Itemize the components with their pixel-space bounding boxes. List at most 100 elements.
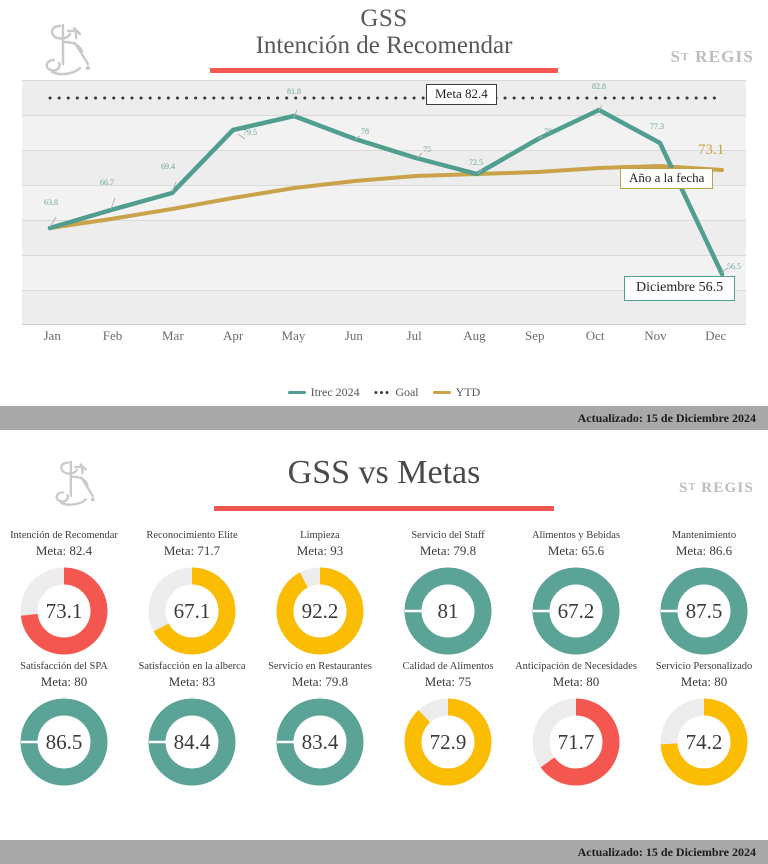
data-label-oct: 82.8: [592, 82, 606, 91]
legend-label-itrec: Itrec 2024: [310, 385, 360, 399]
legend-item-goal[interactable]: ••• Goal: [374, 385, 419, 400]
x-tick-feb: Feb: [102, 328, 123, 343]
gauges-section: GSS vs Metas ST REGIS Intención de Recom…: [0, 430, 768, 864]
line-chart-section: GSS Intención de Recomendar ST REGIS: [0, 0, 768, 430]
x-tick-apr: Apr: [223, 328, 244, 343]
data-label-sep: 78: [544, 127, 552, 136]
gauge-donut: 71.7: [530, 696, 622, 788]
gauge-meta: Meta: 83: [168, 674, 216, 689]
updated-text-top: Actualizado: 15 de Diciembre 2024: [577, 410, 756, 425]
data-label-dec: 56.5: [727, 262, 741, 271]
gauge-meta: Meta: 80: [680, 674, 728, 689]
gauge-label: Limpieza: [300, 530, 340, 541]
gauge-value: 72.9: [429, 729, 467, 754]
x-tick-jun: Jun: [344, 328, 363, 343]
gauge-donut: 81: [402, 565, 494, 657]
chart-series-svg: [47, 96, 728, 277]
gauge-label: Satisfacción en la alberca: [138, 661, 246, 672]
brand-wordmark: ST REGIS: [670, 47, 754, 66]
updated-text-bottom: Actualizado: 15 de Diciembre 2024: [577, 844, 756, 859]
gauge-meta: Meta: 71.7: [163, 543, 221, 558]
x-axis-labels: Jan Feb Mar Apr May Jun Jul Aug Sep Oct …: [22, 328, 746, 356]
chart-plot-area: 63.8 66.7 69.4 79.5 81.8 78 75 72.5 78 8…: [22, 80, 746, 325]
legend-item-ytd[interactable]: YTD: [432, 385, 481, 400]
chart-subtitle: Intención de Recomendar: [255, 32, 513, 59]
x-tick-mar: Mar: [161, 328, 184, 343]
gauge-donut: 73.1: [18, 565, 110, 657]
gauge-donut: 84.4: [146, 696, 238, 788]
gauge-donut: 67.1: [146, 565, 238, 657]
gauge-label: Intención de Recomendar: [10, 530, 118, 541]
gauge-value: 92.2: [301, 598, 339, 623]
gauges-title-underline: [214, 506, 554, 511]
goal-callout: Meta 82.4: [426, 84, 497, 105]
data-label-feb: 66.7: [100, 178, 114, 187]
x-tick-jan: Jan: [43, 328, 61, 343]
gauge-cell[interactable]: Satisfacción en la alberca Meta: 83 84.4: [128, 661, 256, 788]
gauge-meta: Meta: 82.4: [35, 543, 93, 558]
legend-swatch-goal: •••: [373, 384, 391, 400]
gauge-cell[interactable]: Servicio en Restaurantes Meta: 79.8 83.4: [256, 661, 384, 788]
x-tick-jul: Jul: [406, 328, 422, 343]
ytd-line: [48, 164, 724, 230]
gauge-cell[interactable]: Reconocimiento Elite Meta: 71.7 67.1: [128, 530, 256, 657]
ytd-callout: Año a la fecha: [620, 168, 714, 189]
legend-label-goal: Goal: [395, 385, 419, 399]
legend-swatch-ytd: [432, 391, 451, 394]
gauge-label: Satisfacción del SPA: [20, 661, 108, 672]
gauge-value: 81: [437, 598, 459, 623]
gauge-cell[interactable]: Calidad de Alimentos Meta: 75 72.9: [384, 661, 512, 788]
gauge-meta: Meta: 86.6: [675, 543, 733, 558]
brand-wordmark-2: ST REGIS: [678, 480, 754, 496]
x-tick-dec: Dec: [705, 328, 727, 343]
gauge-label: Anticipación de Necesidades: [515, 661, 637, 672]
gauge-donut: 83.4: [274, 696, 366, 788]
gauge-cell[interactable]: Limpieza Meta: 93 92.2: [256, 530, 384, 657]
gauge-label: Reconocimiento Elite: [146, 530, 238, 541]
st-regis-monogram-logo: [30, 12, 110, 82]
data-label-mar: 69.4: [161, 162, 175, 171]
gauge-value: 84.4: [173, 729, 211, 754]
gauge-meta: Meta: 80: [40, 674, 88, 689]
gauge-donut: 67.2: [530, 565, 622, 657]
gauge-value: 71.7: [557, 729, 595, 754]
gauge-cell[interactable]: Anticipación de Necesidades Meta: 80 71.7: [512, 661, 640, 788]
updated-bar-top: Actualizado: 15 de Diciembre 2024: [0, 406, 768, 430]
updated-bar-bottom: Actualizado: 15 de Diciembre 2024: [0, 840, 768, 864]
x-tick-aug: Aug: [463, 328, 486, 343]
gauge-value: 83.4: [301, 729, 339, 754]
gauge-cell[interactable]: Mantenimiento Meta: 86.6 87.5: [640, 530, 768, 657]
gauge-label: Calidad de Alimentos: [402, 661, 494, 672]
gauge-label: Servicio Personalizado: [655, 661, 753, 672]
gauge-value: 67.1: [173, 598, 211, 623]
gauge-meta: Meta: 80: [552, 674, 600, 689]
gauge-meta: Meta: 79.8: [291, 674, 349, 689]
gauge-meta: Meta: 75: [424, 674, 472, 689]
gauge-meta: Meta: 65.6: [547, 543, 605, 558]
x-tick-nov: Nov: [644, 328, 667, 343]
data-label-jul: 75: [423, 145, 431, 154]
gauge-cell[interactable]: Satisfacción del SPA Meta: 80 86.5: [0, 661, 128, 788]
gauge-label: Mantenimiento: [671, 530, 737, 541]
gauge-cell[interactable]: Alimentos y Bebidas Meta: 65.6 67.2: [512, 530, 640, 657]
gauge-donut: 72.9: [402, 696, 494, 788]
gauges-title: GSS vs Metas: [287, 454, 481, 491]
chart-legend: Itrec 2024 ••• Goal YTD: [0, 385, 768, 400]
ytd-end-label: 73.1: [698, 142, 725, 158]
gauge-cell[interactable]: Intención de Recomendar Meta: 82.4 73.1: [0, 530, 128, 657]
legend-item-itrec[interactable]: Itrec 2024: [287, 385, 360, 400]
gauge-donut: 87.5: [658, 565, 750, 657]
data-label-aug: 72.5: [469, 158, 483, 167]
gauge-cell[interactable]: Servicio Personalizado Meta: 80 74.2: [640, 661, 768, 788]
gauge-value: 86.5: [45, 729, 83, 754]
gauge-meta: Meta: 93: [296, 543, 344, 558]
x-tick-sep: Sep: [525, 328, 545, 343]
x-tick-may: May: [281, 328, 306, 343]
legend-label-ytd: YTD: [455, 385, 481, 399]
data-label-jan: 63.8: [44, 198, 58, 207]
data-label-may: 81.8: [287, 87, 301, 96]
legend-swatch-itrec: [287, 391, 306, 394]
gauge-value: 67.2: [557, 598, 595, 623]
gauge-value: 74.2: [685, 729, 723, 754]
gauge-cell[interactable]: Servicio del Staff Meta: 79.8 81: [384, 530, 512, 657]
